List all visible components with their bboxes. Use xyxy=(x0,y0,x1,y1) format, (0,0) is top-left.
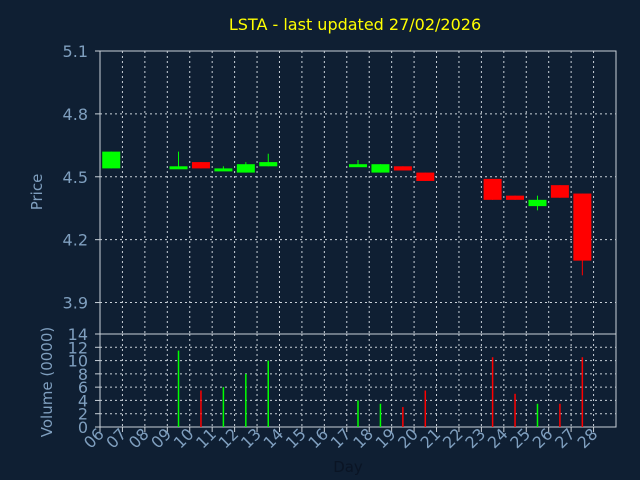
volume-tick-label: 8 xyxy=(78,365,88,384)
candle-body xyxy=(349,164,367,168)
volume-tick-label: 0 xyxy=(78,418,88,437)
candle-body xyxy=(550,185,569,198)
chart-title: LSTA - last updated 27/02/2026 xyxy=(229,15,481,34)
volume-axis-label: Volume (0000) xyxy=(38,327,56,437)
price-panel: 3.9 4.2 4.5 4.8 5.1 xyxy=(63,42,617,335)
volume-tick-label: 4 xyxy=(78,391,88,410)
x-axis-label: Day xyxy=(333,458,363,476)
candle-body xyxy=(528,199,547,207)
price-tick-label: 3.9 xyxy=(63,294,88,313)
price-plot-frame xyxy=(99,50,617,335)
candle-body xyxy=(191,162,210,169)
volume-tick-label: 12 xyxy=(68,338,88,357)
price-tick-label: 4.5 xyxy=(63,168,88,187)
candle-body xyxy=(506,195,525,200)
volume-tick-label: 6 xyxy=(78,378,88,397)
price-tick-label: 4.8 xyxy=(63,105,88,124)
candle-body xyxy=(483,178,502,200)
candle-body xyxy=(416,172,435,181)
candle-body xyxy=(393,166,412,171)
candle-body xyxy=(169,166,188,170)
volume-tick-label: 2 xyxy=(78,405,88,424)
price-tick-label: 5.1 xyxy=(63,42,88,61)
candle-body xyxy=(573,193,592,261)
x-tick-label: 28 xyxy=(574,424,602,452)
candle-body xyxy=(371,164,390,173)
price-axis-label: Price xyxy=(28,174,46,211)
volume-tick-label: 14 xyxy=(68,325,88,344)
x-axis: 0607080910111213141516171819202122232425… xyxy=(80,424,601,452)
volume-tick-label: 10 xyxy=(68,352,88,371)
candle-body xyxy=(102,151,121,169)
candle-body xyxy=(236,164,255,173)
candle-body xyxy=(259,162,278,167)
candle-body xyxy=(214,168,233,172)
price-tick-label: 4.2 xyxy=(63,231,88,250)
